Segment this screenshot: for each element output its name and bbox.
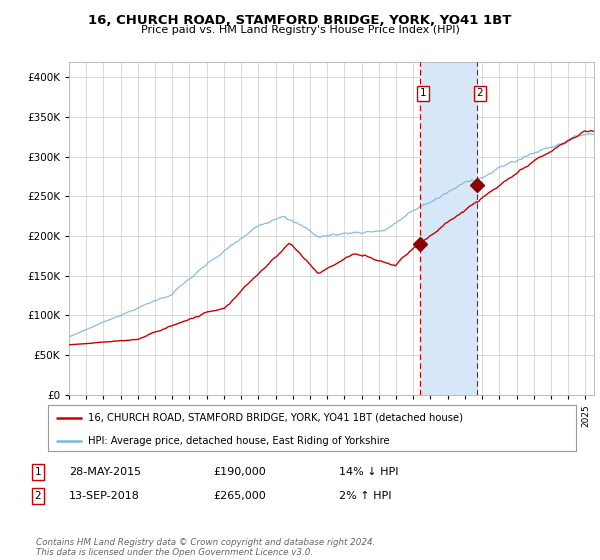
- Text: 2% ↑ HPI: 2% ↑ HPI: [339, 491, 391, 501]
- Text: Contains HM Land Registry data © Crown copyright and database right 2024.
This d: Contains HM Land Registry data © Crown c…: [36, 538, 376, 557]
- Text: Price paid vs. HM Land Registry's House Price Index (HPI): Price paid vs. HM Land Registry's House …: [140, 25, 460, 35]
- Text: 13-SEP-2018: 13-SEP-2018: [69, 491, 140, 501]
- Text: 14% ↓ HPI: 14% ↓ HPI: [339, 467, 398, 477]
- Bar: [421, 62, 477, 395]
- Text: £190,000: £190,000: [213, 467, 266, 477]
- Text: £265,000: £265,000: [213, 491, 266, 501]
- Text: 16, CHURCH ROAD, STAMFORD BRIDGE, YORK, YO41 1BT: 16, CHURCH ROAD, STAMFORD BRIDGE, YORK, …: [88, 14, 512, 27]
- Text: 28-MAY-2015: 28-MAY-2015: [69, 467, 141, 477]
- Text: 2: 2: [476, 88, 483, 98]
- Text: 2: 2: [34, 491, 41, 501]
- Text: 1: 1: [34, 467, 41, 477]
- Text: HPI: Average price, detached house, East Riding of Yorkshire: HPI: Average price, detached house, East…: [88, 436, 389, 446]
- Text: 16, CHURCH ROAD, STAMFORD BRIDGE, YORK, YO41 1BT (detached house): 16, CHURCH ROAD, STAMFORD BRIDGE, YORK, …: [88, 413, 463, 423]
- Text: 1: 1: [420, 88, 427, 98]
